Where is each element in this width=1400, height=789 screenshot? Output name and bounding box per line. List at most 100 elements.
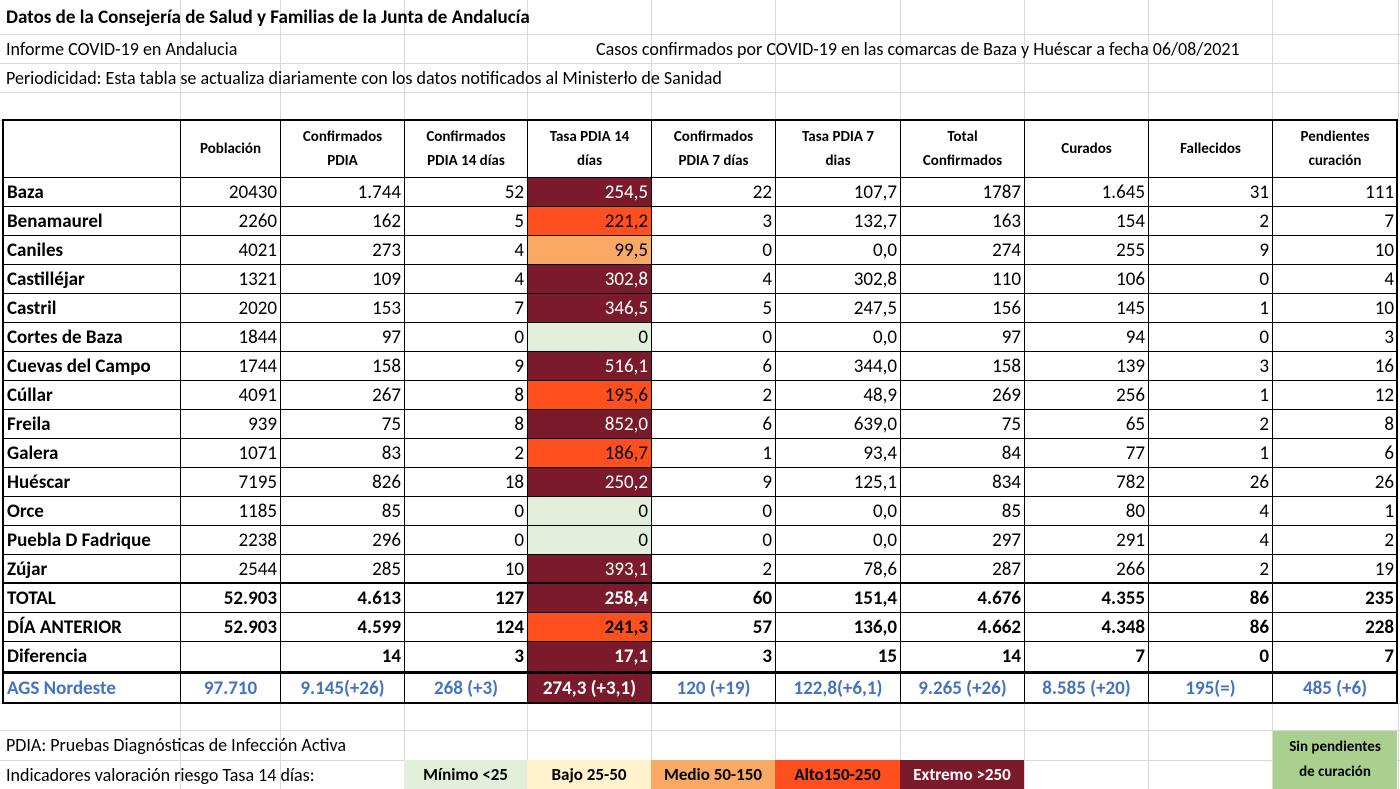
value-cell: 125,1 bbox=[775, 467, 901, 497]
value-cell: 302,8 bbox=[775, 264, 901, 294]
value-cell: 4091 bbox=[180, 380, 281, 410]
value-cell: 256 bbox=[1024, 380, 1149, 410]
header-line: Confirmados bbox=[673, 128, 754, 146]
value-cell: 1071 bbox=[180, 438, 281, 468]
value-cell: 120 (+19) bbox=[651, 673, 776, 704]
row-name: Freila bbox=[3, 409, 181, 439]
grid-line bbox=[775, 703, 776, 789]
report-title: Casos confirmados por COVID-19 en las co… bbox=[596, 37, 1240, 60]
rate-cell: 195,6 bbox=[527, 380, 652, 410]
value-cell: 0 bbox=[651, 525, 776, 555]
value-cell: 3 bbox=[651, 641, 776, 672]
header-line: Pendientes bbox=[1300, 128, 1370, 146]
value-cell: 22 bbox=[651, 177, 776, 207]
value-cell: 2 bbox=[404, 438, 528, 468]
value-cell: 26 bbox=[1148, 467, 1273, 497]
value-cell: 9 bbox=[1148, 235, 1273, 265]
value-cell: 122,8(+6,1) bbox=[775, 673, 901, 704]
value-cell: 247,5 bbox=[775, 293, 901, 323]
value-cell: 14 bbox=[900, 641, 1025, 672]
value-cell: 0 bbox=[1148, 264, 1273, 294]
value-cell: 8 bbox=[404, 380, 528, 410]
value-cell: 1185 bbox=[180, 496, 281, 526]
value-cell: 78,6 bbox=[775, 554, 901, 584]
row-name: Puebla D Fadrique bbox=[3, 525, 181, 555]
row-name: Zújar bbox=[3, 554, 181, 584]
grid-line bbox=[3, 119, 1397, 121]
value-cell: 31 bbox=[1148, 177, 1273, 207]
header-line: Población bbox=[199, 140, 262, 158]
value-cell: 4 bbox=[404, 264, 528, 294]
value-cell: 9.265 (+26) bbox=[900, 673, 1025, 704]
value-cell: 5 bbox=[404, 206, 528, 236]
row-name: Castril bbox=[3, 293, 181, 323]
value-cell: 1 bbox=[651, 438, 776, 468]
rate-cell: 302,8 bbox=[527, 264, 652, 294]
grid-line bbox=[3, 582, 1397, 584]
value-cell: 80 bbox=[1024, 496, 1149, 526]
grid-line bbox=[3, 702, 1397, 704]
value-cell: 268 (+3) bbox=[404, 673, 528, 704]
header-line: Fallecidos bbox=[1180, 140, 1241, 158]
value-cell: 163 bbox=[900, 206, 1025, 236]
value-cell: 7 bbox=[1272, 641, 1398, 672]
value-cell: 266 bbox=[1024, 554, 1149, 584]
grid-line bbox=[900, 703, 901, 789]
value-cell: 107,7 bbox=[775, 177, 901, 207]
row-name: Orce bbox=[3, 496, 181, 526]
value-cell: 1 bbox=[1148, 438, 1273, 468]
rate-cell: 0 bbox=[527, 525, 652, 555]
value-cell: 52 bbox=[404, 177, 528, 207]
column-header: Confirmados PDIA 7 días bbox=[651, 120, 776, 178]
column-header: Población bbox=[180, 120, 281, 178]
value-cell: 255 bbox=[1024, 235, 1149, 265]
value-cell: 4.355 bbox=[1024, 583, 1149, 613]
value-cell: 136,0 bbox=[775, 612, 901, 642]
grid-line bbox=[1272, 703, 1273, 789]
row-name: Huéscar bbox=[3, 467, 181, 497]
value-cell: 4.613 bbox=[280, 583, 405, 613]
header-line: Confirmados bbox=[426, 128, 506, 146]
value-cell: 2260 bbox=[180, 206, 281, 236]
value-cell: 273 bbox=[280, 235, 405, 265]
value-cell: 14 bbox=[280, 641, 405, 672]
grid-line bbox=[0, 92, 1400, 93]
row-name: DÍA ANTERIOR bbox=[3, 612, 181, 642]
value-cell: 4.662 bbox=[900, 612, 1025, 642]
value-cell: 4 bbox=[1272, 264, 1398, 294]
rate-cell: 250,2 bbox=[527, 467, 652, 497]
row-name: Benamaurel bbox=[3, 206, 181, 236]
header-line: PDIA 14 días bbox=[427, 152, 505, 170]
grid-line bbox=[1024, 703, 1025, 789]
value-cell: 1.744 bbox=[280, 177, 405, 207]
value-cell: 18 bbox=[404, 467, 528, 497]
rate-cell: 274,3 (+3,1) bbox=[527, 673, 652, 704]
value-cell: 109 bbox=[280, 264, 405, 294]
value-cell: 0 bbox=[1148, 641, 1273, 672]
column-header: Confirmados PDIA bbox=[280, 120, 405, 178]
subtitle: Informe COVID-19 en Andalucia bbox=[6, 37, 238, 60]
row-name: Baza bbox=[3, 177, 181, 207]
rate-cell: 0 bbox=[527, 496, 652, 526]
value-cell: 52.903 bbox=[180, 583, 281, 613]
value-cell: 7 bbox=[1272, 206, 1398, 236]
value-cell: 84 bbox=[900, 438, 1025, 468]
legend-item: Medio 50-150 bbox=[651, 760, 775, 789]
value-cell: 2 bbox=[1148, 206, 1273, 236]
value-cell: 1744 bbox=[180, 351, 281, 381]
legend-item: Alto150-250 bbox=[775, 760, 900, 789]
value-cell: 0,0 bbox=[775, 322, 901, 352]
value-cell: 7 bbox=[1024, 641, 1149, 672]
grid-line bbox=[180, 703, 181, 789]
value-cell: 83 bbox=[280, 438, 405, 468]
value-cell: 235 bbox=[1272, 583, 1398, 613]
value-cell: 3 bbox=[1272, 322, 1398, 352]
value-cell: 1.645 bbox=[1024, 177, 1149, 207]
value-cell: 2 bbox=[651, 380, 776, 410]
rate-cell: 0 bbox=[527, 322, 652, 352]
value-cell: 0 bbox=[404, 525, 528, 555]
row-name: Caniles bbox=[3, 235, 181, 265]
value-cell: 110 bbox=[900, 264, 1025, 294]
header-line: Curados bbox=[1061, 140, 1112, 158]
value-cell: 7195 bbox=[180, 467, 281, 497]
